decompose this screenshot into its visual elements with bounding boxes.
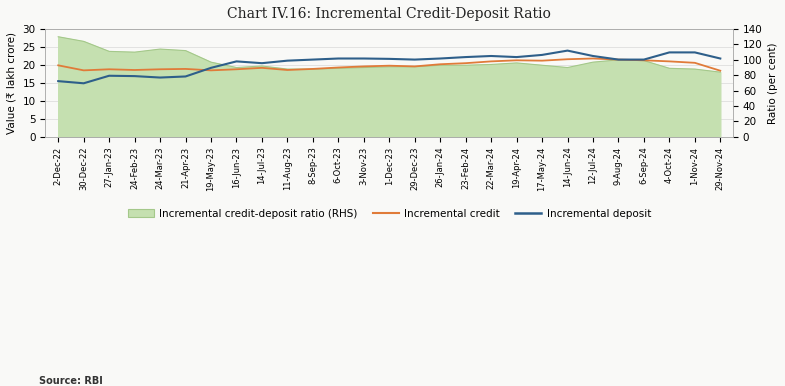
Text: Source: RBI: Source: RBI <box>39 376 103 386</box>
Y-axis label: Ratio (per cent): Ratio (per cent) <box>768 42 778 124</box>
Legend: Incremental credit-deposit ratio (RHS), Incremental credit, Incremental deposit: Incremental credit-deposit ratio (RHS), … <box>123 205 655 223</box>
Y-axis label: Value (₹ lakh crore): Value (₹ lakh crore) <box>7 32 17 134</box>
Title: Chart IV.16: Incremental Credit-Deposit Ratio: Chart IV.16: Incremental Credit-Deposit … <box>228 7 551 21</box>
